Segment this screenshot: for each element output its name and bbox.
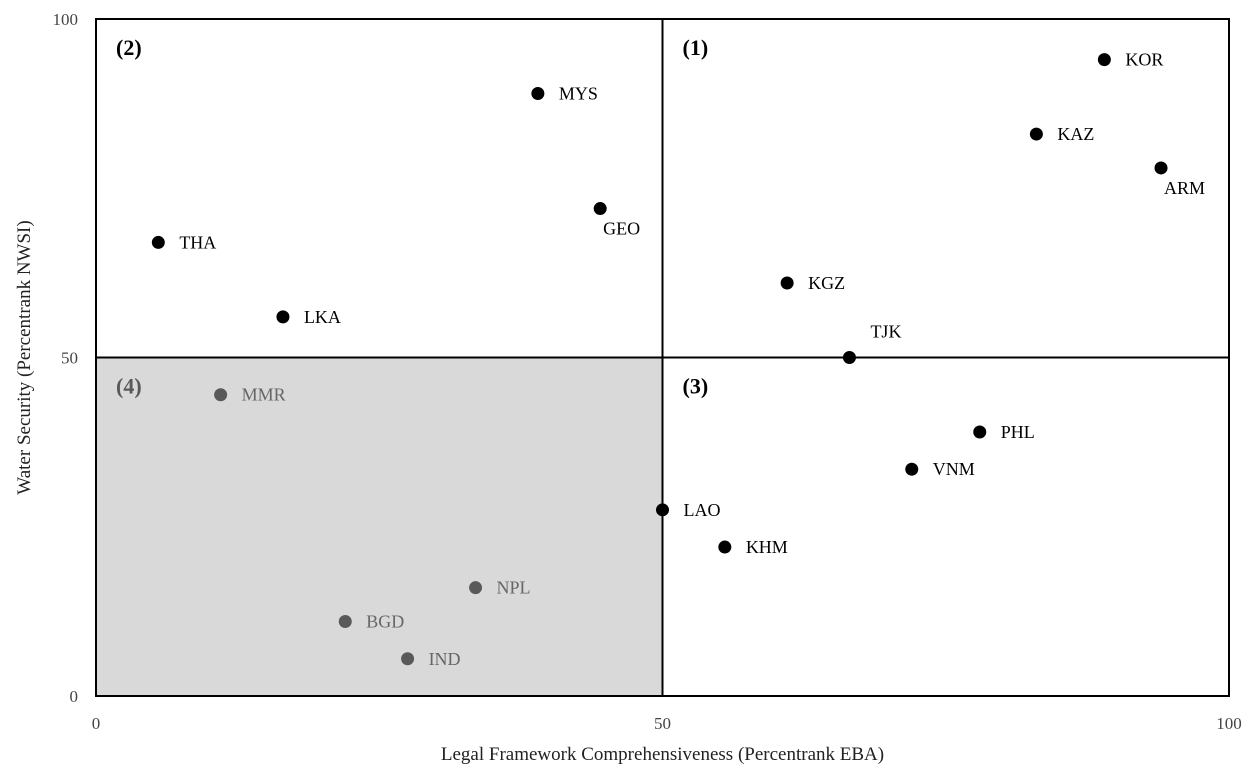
data-point bbox=[656, 503, 669, 517]
data-point bbox=[593, 202, 607, 216]
data-point bbox=[718, 540, 732, 554]
data-point bbox=[842, 351, 856, 364]
data-label: BGD bbox=[366, 612, 404, 632]
quadrant-label: (3) bbox=[683, 374, 709, 399]
data-point bbox=[905, 462, 919, 476]
x-tick-label: 0 bbox=[92, 714, 101, 733]
y-tick-label: 100 bbox=[53, 10, 79, 29]
x-axis-title: Legal Framework Comprehensiveness (Perce… bbox=[441, 744, 884, 765]
data-point bbox=[1154, 161, 1168, 175]
data-point bbox=[531, 86, 545, 100]
data-point bbox=[469, 581, 483, 595]
quadrant-label: (4) bbox=[116, 374, 142, 399]
data-label: MYS bbox=[559, 83, 598, 103]
quadrant-label: (1) bbox=[683, 35, 709, 60]
data-label: IND bbox=[429, 649, 461, 669]
y-axis-title: Water Security (Percentrank NWSI) bbox=[14, 220, 35, 494]
data-label: GEO bbox=[603, 219, 640, 239]
tick-labels: 0 50 100 0 50 100 bbox=[53, 10, 1242, 733]
data-label: LAO bbox=[684, 500, 721, 520]
data-label: THA bbox=[179, 232, 216, 252]
data-label: NPL bbox=[497, 578, 531, 598]
data-point bbox=[338, 615, 352, 629]
data-point bbox=[401, 652, 415, 666]
data-label: PHL bbox=[1001, 422, 1035, 442]
data-point bbox=[1029, 127, 1043, 141]
data-label: KGZ bbox=[808, 273, 845, 293]
quadrant-labels: (1) (2) (3) (4) bbox=[116, 35, 708, 399]
data-label: TJK bbox=[870, 322, 901, 342]
x-tick-label: 50 bbox=[654, 714, 671, 733]
y-tick-label: 0 bbox=[70, 687, 79, 706]
y-tick-label: 50 bbox=[61, 349, 78, 368]
data-label: VNM bbox=[933, 459, 975, 479]
data-label: MMR bbox=[242, 385, 286, 405]
data-points: KOR KAZ ARM MYS GEO THA LKA KGZ TJK PHL VNM LAO KHM M… bbox=[151, 50, 1205, 669]
plot-frame bbox=[95, 18, 1230, 697]
x-tick-label: 100 bbox=[1216, 714, 1242, 733]
data-point bbox=[276, 310, 290, 324]
data-point bbox=[973, 425, 987, 439]
data-label: LKA bbox=[304, 307, 341, 327]
data-point bbox=[214, 388, 228, 402]
data-point bbox=[780, 276, 794, 290]
data-label: KAZ bbox=[1057, 124, 1094, 144]
highlight-region-lower-left bbox=[97, 358, 662, 695]
data-label: KOR bbox=[1125, 50, 1163, 70]
data-label: ARM bbox=[1164, 178, 1205, 198]
data-point bbox=[151, 235, 165, 249]
data-point bbox=[1097, 53, 1111, 67]
quadrant-label: (2) bbox=[116, 35, 142, 60]
data-label: KHM bbox=[746, 537, 788, 557]
